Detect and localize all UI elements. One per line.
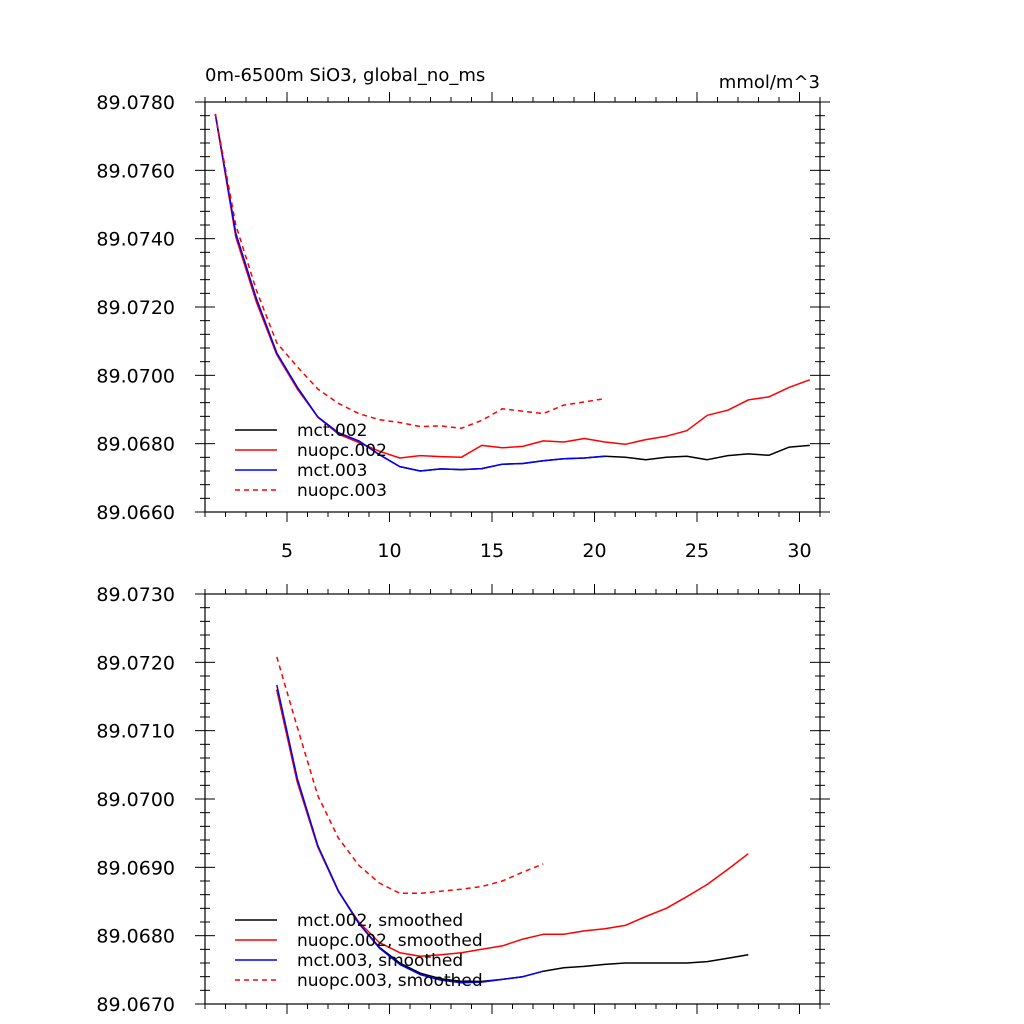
legend-label: nuopc.002, smoothed: [297, 931, 483, 951]
y-tick-label: 89.0690: [96, 857, 175, 879]
legend-label: mct.002, smoothed: [297, 911, 463, 931]
y-tick-label: 89.0660: [96, 502, 175, 524]
tick-marks: [195, 584, 830, 1014]
y-tick-label: 89.0680: [96, 926, 175, 948]
series-lines: [214, 113, 811, 472]
y-tick-labels: 89.0780 89.0760 89.0740 89.0720 89.0700 89.06…: [96, 92, 175, 524]
legend-label: mct.003: [297, 461, 367, 481]
y-tick-label: 89.0760: [96, 160, 175, 182]
series-lines: [276, 656, 749, 984]
y-tick-label: 89.0740: [96, 229, 175, 251]
y-tick-label: 89.0670: [96, 994, 175, 1016]
top-panel: 0m-6500m SiO3, global_no_ms mmol/m^3 89.…: [96, 65, 830, 562]
legend-label: nuopc.003, smoothed: [297, 971, 483, 991]
y-tick-label: 89.0700: [96, 365, 175, 387]
chart-title: 0m-6500m SiO3, global_no_ms: [205, 65, 485, 86]
x-tick-label: 15: [480, 540, 504, 562]
bottom-panel: 89.0730 89.0720 89.0710 89.0700 89.0690 89.06…: [96, 584, 830, 1016]
series-line-mct-003-smoothed: [276, 684, 544, 984]
y-tick-label: 89.0780: [96, 92, 175, 114]
y-tick-label: 89.0710: [96, 721, 175, 743]
y-tick-label: 89.0720: [96, 652, 175, 674]
x-tick-label: 25: [685, 540, 709, 562]
y-tick-label: 89.0720: [96, 297, 175, 319]
legend-label: nuopc.003: [297, 481, 387, 501]
y-tick-label: 89.0680: [96, 434, 175, 456]
series-line-nuopc-003: [214, 113, 605, 430]
series-line-mct-003: [214, 113, 605, 472]
x-tick-label: 5: [281, 540, 293, 562]
y-tick-labels: 89.0730 89.0720 89.0710 89.0700 89.0690 89.06…: [96, 584, 175, 1016]
y-tick-label: 89.0700: [96, 789, 175, 811]
y-tick-label: 89.0730: [96, 584, 175, 606]
x-tick-labels: 5 10 15 20 25 30: [281, 540, 812, 562]
x-tick-label: 30: [787, 540, 811, 562]
tick-marks: [195, 92, 830, 522]
units-label: mmol/m^3: [719, 72, 820, 93]
x-tick-label: 20: [582, 540, 606, 562]
legend-label: nuopc.002: [297, 441, 387, 461]
legend-label: mct.003, smoothed: [297, 951, 463, 971]
x-tick-label: 10: [377, 540, 401, 562]
legend-label: mct.002: [297, 421, 367, 441]
